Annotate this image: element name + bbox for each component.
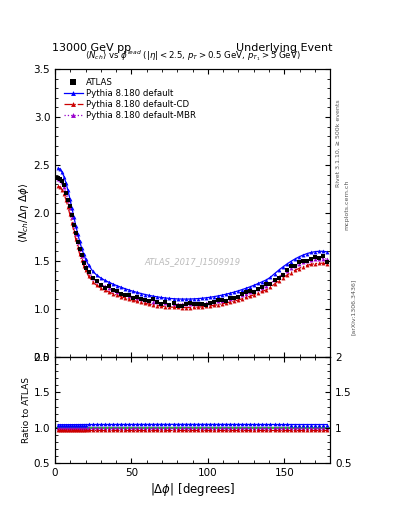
Y-axis label: Ratio to ATLAS: Ratio to ATLAS	[22, 377, 31, 443]
Text: [arXiv:1306.3436]: [arXiv:1306.3436]	[351, 279, 356, 335]
Legend: ATLAS, Pythia 8.180 default, Pythia 8.180 default-CD, Pythia 8.180 default-MBR: ATLAS, Pythia 8.180 default, Pythia 8.18…	[62, 76, 198, 122]
Y-axis label: $\langle N_{ch} / \Delta\eta\ \Delta\phi\rangle$: $\langle N_{ch} / \Delta\eta\ \Delta\phi…	[17, 183, 31, 243]
Text: $\langle N_{ch}\rangle$ vs $\phi^{lead}$ ($|\eta| < 2.5$, $p_T > 0.5$ GeV, $p_{T: $\langle N_{ch}\rangle$ vs $\phi^{lead}$…	[84, 48, 301, 63]
Text: Underlying Event: Underlying Event	[236, 44, 333, 53]
Text: Rivet 3.1.10, ≥ 500k events: Rivet 3.1.10, ≥ 500k events	[336, 99, 341, 187]
Text: mcplots.cern.ch: mcplots.cern.ch	[344, 180, 349, 230]
Text: ATLAS_2017_I1509919: ATLAS_2017_I1509919	[145, 258, 241, 266]
Text: 13000 GeV pp: 13000 GeV pp	[52, 44, 131, 53]
X-axis label: $|\Delta\phi|$ [degrees]: $|\Delta\phi|$ [degrees]	[150, 481, 235, 498]
